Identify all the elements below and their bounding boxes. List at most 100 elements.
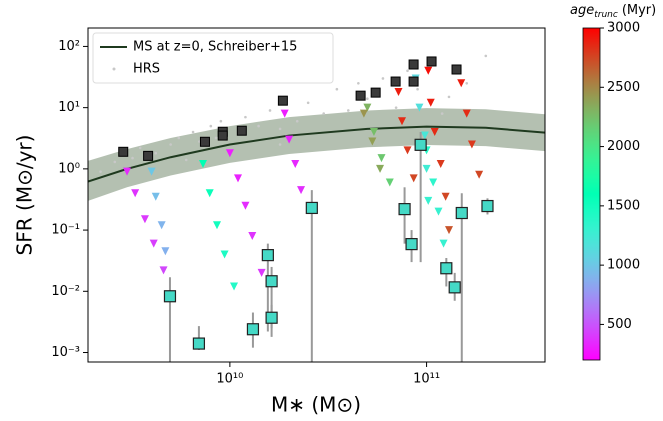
legend-label: HRS: [133, 62, 160, 77]
colorbar-tick-label: 1500: [607, 198, 640, 213]
hrs-point: [465, 81, 469, 85]
track-point: [140, 215, 149, 224]
hrs-point: [346, 109, 350, 112]
observed-point: [199, 136, 210, 147]
colorbar-tick-label: 3000: [607, 21, 640, 36]
y-tick-label: 10¹: [58, 100, 80, 115]
truncated-point: [261, 249, 274, 262]
track-point: [159, 266, 168, 275]
track-point: [157, 221, 166, 230]
legend-box: [92, 32, 334, 84]
track-point: [394, 88, 403, 97]
observed-point: [408, 59, 419, 70]
track-point: [376, 164, 385, 173]
hrs-point: [306, 101, 310, 105]
y-tick-label: 10⁻²: [51, 284, 80, 299]
track-point: [212, 221, 221, 230]
hrs-point: [295, 119, 299, 123]
hrs-point: [191, 130, 195, 134]
hrs-point: [169, 143, 172, 146]
hrs-point: [268, 109, 272, 112]
hrs-point: [138, 146, 142, 150]
truncated-point: [448, 281, 461, 294]
track-point: [415, 103, 424, 112]
track-point: [280, 109, 289, 118]
track-point: [385, 178, 394, 187]
plot-frame: [87, 27, 546, 363]
track-point: [248, 232, 257, 241]
truncated-point: [481, 199, 494, 213]
hrs-point: [257, 124, 260, 128]
hrs-point: [99, 170, 102, 173]
observed-point: [355, 90, 366, 101]
hrs-point: [177, 136, 181, 140]
truncated-point: [398, 203, 411, 216]
track-point: [149, 239, 158, 248]
track-point: [377, 154, 386, 163]
truncated-point: [440, 262, 453, 275]
track-point: [220, 250, 229, 259]
observed-point: [408, 76, 419, 87]
x-tick-label: 10¹⁰: [216, 372, 243, 387]
track-point: [409, 174, 418, 183]
hrs-point: [184, 158, 188, 162]
hrs-point: [322, 112, 326, 115]
track-point: [151, 192, 160, 201]
hrs-point: [244, 115, 247, 119]
y-tick-label: 10²: [58, 39, 80, 54]
track-point: [234, 174, 243, 183]
track-point: [422, 164, 431, 173]
track-point: [475, 170, 484, 179]
truncated-point: [265, 275, 278, 288]
hrs-point: [219, 119, 223, 123]
hrs-point: [357, 81, 360, 85]
plot-area: [88, 54, 545, 362]
ms-line: [88, 125, 545, 183]
colorbar-tick-label: 2500: [607, 80, 640, 95]
hrs-point: [416, 87, 419, 91]
track-point: [457, 79, 466, 88]
truncated-point: [405, 238, 418, 251]
track-point: [198, 160, 207, 169]
track-point: [426, 98, 435, 107]
truncated-point: [414, 138, 427, 151]
track-point: [462, 109, 471, 118]
track-point: [369, 128, 378, 137]
truncated-point: [246, 323, 260, 336]
hrs-point: [406, 69, 409, 73]
hrs-point: [440, 112, 444, 115]
y-tick-label: 10⁻¹: [51, 223, 80, 238]
colorbar-title-unit: (Myr): [622, 3, 656, 18]
legend-dot: [112, 67, 116, 71]
legend-label: MS at z=0, Schreiber+15: [133, 40, 297, 55]
track-point: [403, 146, 412, 155]
colorbar-tick-label: 500: [607, 317, 632, 332]
track-point: [467, 140, 476, 149]
colorbar-tick-label: 1000: [607, 258, 640, 273]
x-tick-label: 10¹¹: [413, 372, 440, 387]
track-point: [359, 109, 368, 118]
track-point: [436, 160, 445, 169]
observed-point: [390, 76, 401, 87]
colorbar-title-main: age: [570, 3, 594, 18]
track-point: [424, 66, 433, 75]
observed-point: [451, 64, 462, 75]
track-point: [439, 239, 448, 248]
track-point: [420, 131, 429, 140]
track-point: [123, 167, 132, 176]
track-point: [131, 189, 140, 198]
hrs-point: [394, 106, 398, 109]
hrs-point: [154, 151, 158, 155]
y-tick-label: 10⁻³: [51, 345, 80, 360]
hrs-point: [209, 124, 213, 128]
hrs-point: [113, 160, 117, 164]
track-point: [444, 226, 453, 235]
observed-point: [370, 87, 381, 98]
hrs-point: [278, 127, 282, 131]
colorbar-tick-label: 2000: [607, 139, 640, 154]
truncated-point: [163, 290, 177, 303]
y-tick-label: 10⁰: [58, 161, 80, 176]
truncated-point: [455, 206, 468, 220]
observed-point: [118, 146, 129, 157]
